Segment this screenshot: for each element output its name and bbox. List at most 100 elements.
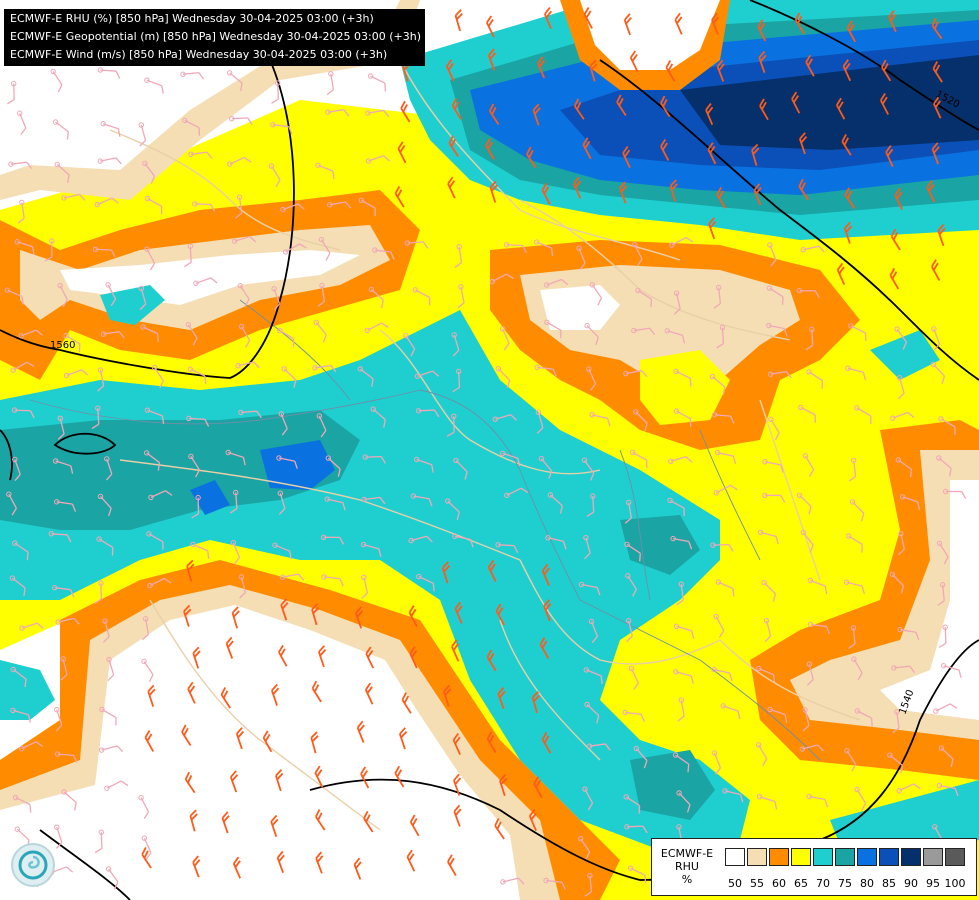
- wind-barb: [360, 541, 382, 557]
- wind-barb: [365, 646, 375, 669]
- wind-barb: [181, 724, 192, 746]
- wind-barb: [180, 71, 205, 80]
- wind-barb: [936, 455, 952, 477]
- rhu-blue-spot-corridor-2: [190, 480, 230, 515]
- wind-barb: [716, 59, 725, 82]
- wind-barb: [845, 365, 867, 381]
- wind-barb: [408, 535, 433, 544]
- wind-barb: [55, 617, 80, 625]
- wind-barb: [54, 824, 63, 849]
- wind-barb: [676, 790, 691, 813]
- rhu-teal-corridor: [0, 410, 360, 530]
- wind-barb: [500, 450, 521, 467]
- wind-barb: [141, 835, 152, 860]
- wind-barb: [937, 582, 946, 606]
- legend-tick-label: 55: [750, 877, 764, 890]
- wind-barb: [497, 687, 506, 710]
- wind-barb: [713, 284, 722, 309]
- legend-ticks: 50 55 60 65 70 75 80 85 90 95 100: [728, 877, 975, 891]
- legend-tick-label: 65: [794, 877, 808, 890]
- contour-1560: [0, 59, 295, 379]
- wind-barb: [144, 195, 163, 215]
- wind-barb: [446, 413, 457, 437]
- wind-barb: [367, 73, 387, 92]
- rhu-legend: ECMWF-E RHU % 50 55 60 65 70 75 80 85 90 95 100: [651, 838, 977, 896]
- wind-barb: [936, 782, 959, 797]
- wind-barb: [414, 370, 440, 379]
- wind-barb: [231, 235, 257, 244]
- wind-barb: [141, 847, 152, 869]
- wind-barb: [187, 366, 207, 385]
- wind-barb: [538, 456, 553, 479]
- wind-barb: [54, 751, 78, 763]
- wind-barb: [894, 326, 908, 350]
- wind-barb: [14, 239, 35, 255]
- wind-barb: [896, 783, 921, 794]
- wind-barb: [360, 766, 370, 789]
- wind-barb: [229, 770, 239, 793]
- wind-barb: [716, 186, 727, 209]
- wind-barb: [805, 54, 815, 77]
- legend-tick-label: 80: [860, 877, 874, 890]
- wind-barb: [57, 415, 65, 440]
- wind-barb: [97, 157, 122, 165]
- wind-barb: [583, 667, 603, 684]
- wind-barb: [849, 499, 865, 522]
- wind-barb: [578, 836, 591, 860]
- wind-barb: [276, 455, 298, 469]
- wind-barb: [146, 531, 164, 550]
- contour-1540-south: [39, 829, 131, 900]
- wind-barb: [622, 709, 645, 722]
- wind-barb: [938, 745, 954, 768]
- wind-barb: [318, 236, 331, 261]
- wind-barb: [841, 134, 852, 156]
- wind-barb: [892, 709, 900, 734]
- wind-barb: [105, 866, 119, 890]
- wind-barb: [798, 404, 817, 423]
- wind-barb: [262, 730, 273, 753]
- wind-barb: [6, 80, 17, 105]
- wind-barb: [586, 493, 596, 518]
- wind-barb: [238, 574, 247, 599]
- wind-barb: [890, 228, 901, 251]
- wind-barb: [495, 366, 511, 389]
- wind-barb: [582, 786, 594, 811]
- wind-barb: [229, 115, 253, 125]
- wind-barb: [415, 408, 440, 418]
- wind-barb: [534, 239, 554, 257]
- wind-barb: [235, 727, 245, 750]
- wind-barb: [628, 665, 639, 690]
- wind-barb: [622, 146, 631, 168]
- wind-barb: [708, 217, 717, 240]
- wind-barb: [276, 850, 285, 874]
- wind-barb: [54, 161, 70, 184]
- wind-barb: [624, 499, 633, 524]
- wind-barb: [220, 687, 231, 709]
- wind-barb: [97, 493, 112, 517]
- wind-barb: [138, 795, 150, 820]
- wind-barb: [627, 865, 647, 884]
- wind-barb: [320, 534, 345, 545]
- wind-barb: [97, 67, 121, 79]
- legend-tick-label: 85: [882, 877, 896, 890]
- wind-barb: [94, 197, 119, 208]
- wind-barb: [539, 637, 550, 659]
- legend-swatch: [879, 848, 899, 866]
- wind-barb: [624, 541, 641, 562]
- wind-barb: [705, 103, 714, 126]
- wind-barb: [453, 773, 462, 796]
- wind-barb: [488, 103, 500, 125]
- wind-barb: [844, 748, 857, 772]
- wind-barb: [100, 331, 125, 339]
- wind-barb: [193, 277, 218, 286]
- wind-barb: [799, 132, 808, 155]
- wind-barb: [669, 179, 678, 202]
- wind-barb: [757, 19, 767, 42]
- wind-barb: [280, 598, 289, 621]
- wind-barb: [357, 366, 374, 387]
- wind-barb: [189, 809, 198, 832]
- wind-barb: [403, 332, 416, 357]
- wind-barb: [616, 94, 627, 116]
- wind-barb: [454, 601, 463, 624]
- wind-barb: [578, 581, 601, 596]
